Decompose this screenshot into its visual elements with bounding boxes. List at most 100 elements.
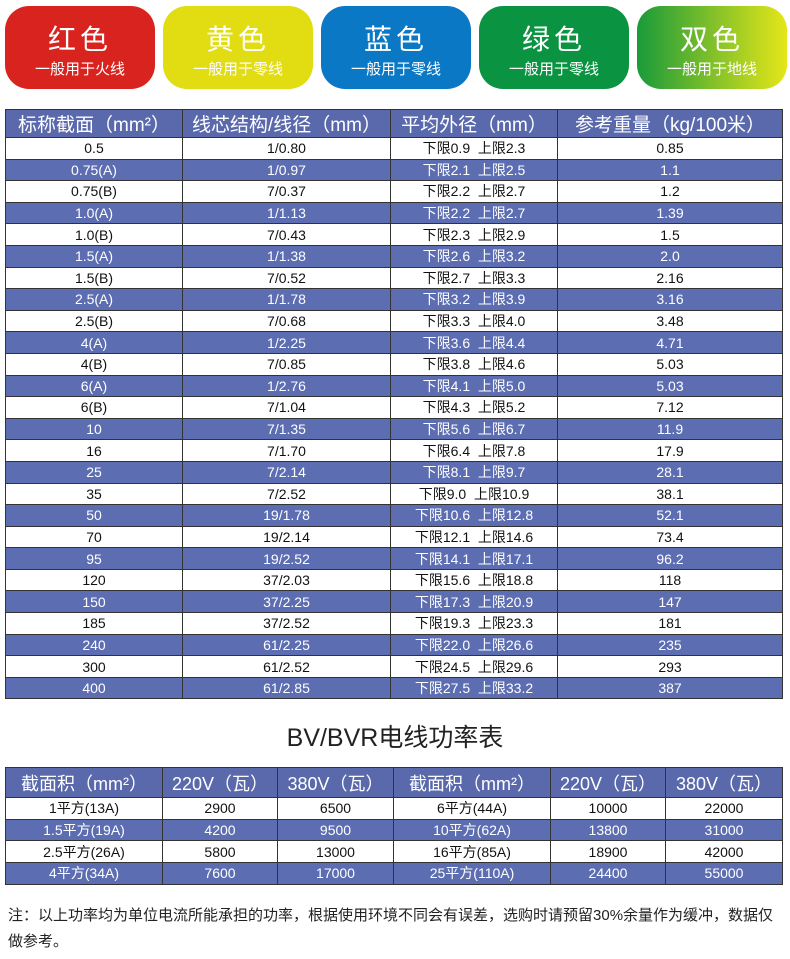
- column-header: 平均外径（mm）: [390, 109, 558, 138]
- table-row: 6(B) 7/1.04 下限4.3 上限5.2 7.12: [5, 396, 783, 419]
- table-cell: 4200: [162, 818, 278, 842]
- table-cell: 10平方(62A): [393, 818, 551, 842]
- table-row: 120 37/2.03 下限15.6 上限18.8 118: [5, 568, 783, 592]
- table-cell: 7/0.37: [182, 180, 391, 203]
- table-cell: 1/2.76: [182, 374, 391, 398]
- footnote: 注：以上功率均为单位电流所能承担的功率，根据使用环境不同会有误差，选购时请预留3…: [8, 907, 774, 950]
- table-cell: 下限8.1 上限9.7: [390, 460, 558, 484]
- table-row: 2.5(B) 7/0.68 下限3.3 上限4.0 3.48: [5, 309, 783, 333]
- table-cell: 下限15.6 上限18.8: [390, 568, 558, 592]
- color-tabs: 红色 一般用于火线 黄色 一般用于零线 蓝色 一般用于零线 绿色 一般用于零线 双色 一般用于地线: [5, 6, 787, 89]
- table-cell: 6(A): [5, 374, 183, 398]
- table-cell: 73.4: [557, 525, 783, 549]
- table-cell: 387: [557, 676, 783, 700]
- table-cell: 2.5平方(26A): [5, 840, 163, 864]
- table-cell: 1/0.80: [182, 137, 391, 160]
- table-cell: 1.0(B): [5, 223, 183, 246]
- column-header: 380V（瓦）: [665, 767, 783, 798]
- color-tab-title: 双色: [679, 24, 744, 55]
- table-row: 50 19/1.78 下限10.6 上限12.8 52.1: [5, 504, 783, 527]
- table-cell: 37/2.25: [182, 590, 391, 614]
- color-tab: 蓝色 一般用于零线: [321, 6, 471, 89]
- table-cell: 4.71: [557, 331, 783, 354]
- table-cell: 38.1: [557, 482, 783, 506]
- table-cell: 下限24.5 上限29.6: [390, 655, 558, 678]
- table-cell: 6500: [277, 797, 394, 820]
- table-cell: 下限6.4 上限7.8: [390, 439, 558, 462]
- table-row: 10 7/1.35 下限5.6 上限6.7 11.9: [5, 417, 783, 441]
- table-cell: 下限22.0 上限26.6: [390, 633, 558, 657]
- table-cell: 31000: [665, 818, 783, 842]
- table-cell: 61/2.85: [182, 676, 391, 700]
- table-cell: 2.16: [557, 266, 783, 290]
- table-cell: 7/2.14: [182, 460, 391, 484]
- table-cell: 42000: [665, 840, 783, 864]
- table-cell: 1.5平方(19A): [5, 818, 163, 842]
- table-cell: 7.12: [557, 396, 783, 419]
- table-cell: 235: [557, 633, 783, 657]
- table-cell: 0.5: [5, 137, 183, 160]
- table-cell: 3.48: [557, 309, 783, 333]
- table-cell: 下限3.2 上限3.9: [390, 288, 558, 311]
- table-cell: 19/2.52: [182, 547, 391, 570]
- table-cell: 下限19.3 上限23.3: [390, 612, 558, 635]
- table-row: 2.5平方(26A) 5800 13000 16平方(85A) 18900 42000: [5, 840, 783, 864]
- table-row: 0.75(B) 7/0.37 下限2.2 上限2.7 1.2: [5, 180, 783, 203]
- column-header: 标称截面（mm²）: [5, 109, 183, 138]
- table-row: 300 61/2.52 下限24.5 上限29.6 293: [5, 655, 783, 678]
- table-cell: 1/2.25: [182, 331, 391, 354]
- table-cell: 下限2.6 上限3.2: [390, 244, 558, 268]
- table-cell: 2.0: [557, 244, 783, 268]
- table-row: 6(A) 1/2.76 下限4.1 上限5.0 5.03: [5, 374, 783, 398]
- color-tab: 黄色 一般用于零线: [163, 6, 313, 89]
- table-cell: 293: [557, 655, 783, 678]
- table-cell: 下限3.8 上限4.6: [390, 352, 558, 376]
- column-header: 220V（瓦）: [550, 767, 666, 798]
- table-row: 185 37/2.52 下限19.3 上限23.3 181: [5, 612, 783, 635]
- table-row: 400 61/2.85 下限27.5 上限33.2 387: [5, 676, 783, 700]
- table-row: 25 7/2.14 下限8.1 上限9.7 28.1: [5, 460, 783, 484]
- table-row: 4(A) 1/2.25 下限3.6 上限4.4 4.71: [5, 331, 783, 354]
- table-cell: 1/1.78: [182, 288, 391, 311]
- table-cell: 5.03: [557, 352, 783, 376]
- table-cell: 2.5(A): [5, 288, 183, 311]
- table-cell: 10000: [550, 797, 666, 820]
- color-tab-title: 绿色: [521, 24, 586, 55]
- table-cell: 4平方(34A): [5, 862, 163, 885]
- table-row: 0.5 1/0.80 下限0.9 上限2.3 0.85: [5, 137, 783, 160]
- table-cell: 下限2.2 上限2.7: [390, 201, 558, 225]
- table-row: 240 61/2.25 下限22.0 上限26.6 235: [5, 633, 783, 657]
- table-cell: 300: [5, 655, 183, 678]
- table-cell: 下限0.9 上限2.3: [390, 137, 558, 160]
- color-tab-usage: 一般用于零线: [350, 61, 441, 78]
- table-row: 95 19/2.52 下限14.1 上限17.1 96.2: [5, 547, 783, 570]
- table-cell: 35: [5, 482, 183, 506]
- table-cell: 1.39: [557, 201, 783, 225]
- table-cell: 下限3.6 上限4.4: [390, 331, 558, 354]
- table-cell: 16平方(85A): [393, 840, 551, 864]
- table-row: 1.0(B) 7/0.43 下限2.3 上限2.9 1.5: [5, 223, 783, 246]
- table-cell: 150: [5, 590, 183, 614]
- table-cell: 18900: [550, 840, 666, 864]
- table-cell: 7600: [162, 862, 278, 885]
- table-cell: 下限3.3 上限4.0: [390, 309, 558, 333]
- table-cell: 7/2.52: [182, 482, 391, 506]
- table-cell: 1.5: [557, 223, 783, 246]
- table-row: 1.5(B) 7/0.52 下限2.7 上限3.3 2.16: [5, 266, 783, 290]
- table-cell: 下限27.5 上限33.2: [390, 676, 558, 700]
- table-cell: 7/0.43: [182, 223, 391, 246]
- table-row: 1平方(13A) 2900 6500 6平方(44A) 10000 22000: [5, 797, 783, 820]
- table-cell: 96.2: [557, 547, 783, 570]
- color-tab-title: 黄色: [205, 24, 270, 55]
- power-table: 截面积（mm²） 220V（瓦） 380V（瓦） 截面积（mm²） 220V（瓦） 380…: [5, 767, 783, 885]
- table-cell: 11.9: [557, 417, 783, 441]
- table-cell: 1/1.13: [182, 201, 391, 225]
- table-cell: 28.1: [557, 460, 783, 484]
- table-cell: 下限4.3 上限5.2: [390, 396, 558, 419]
- table-cell: 7/1.35: [182, 417, 391, 441]
- table-cell: 25平方(110A): [393, 862, 551, 885]
- table-cell: 下限2.3 上限2.9: [390, 223, 558, 246]
- column-header: 线芯结构/线径（mm）: [182, 109, 391, 138]
- color-tab-usage: 一般用于零线: [508, 61, 599, 78]
- color-tab-title: 蓝色: [363, 24, 428, 55]
